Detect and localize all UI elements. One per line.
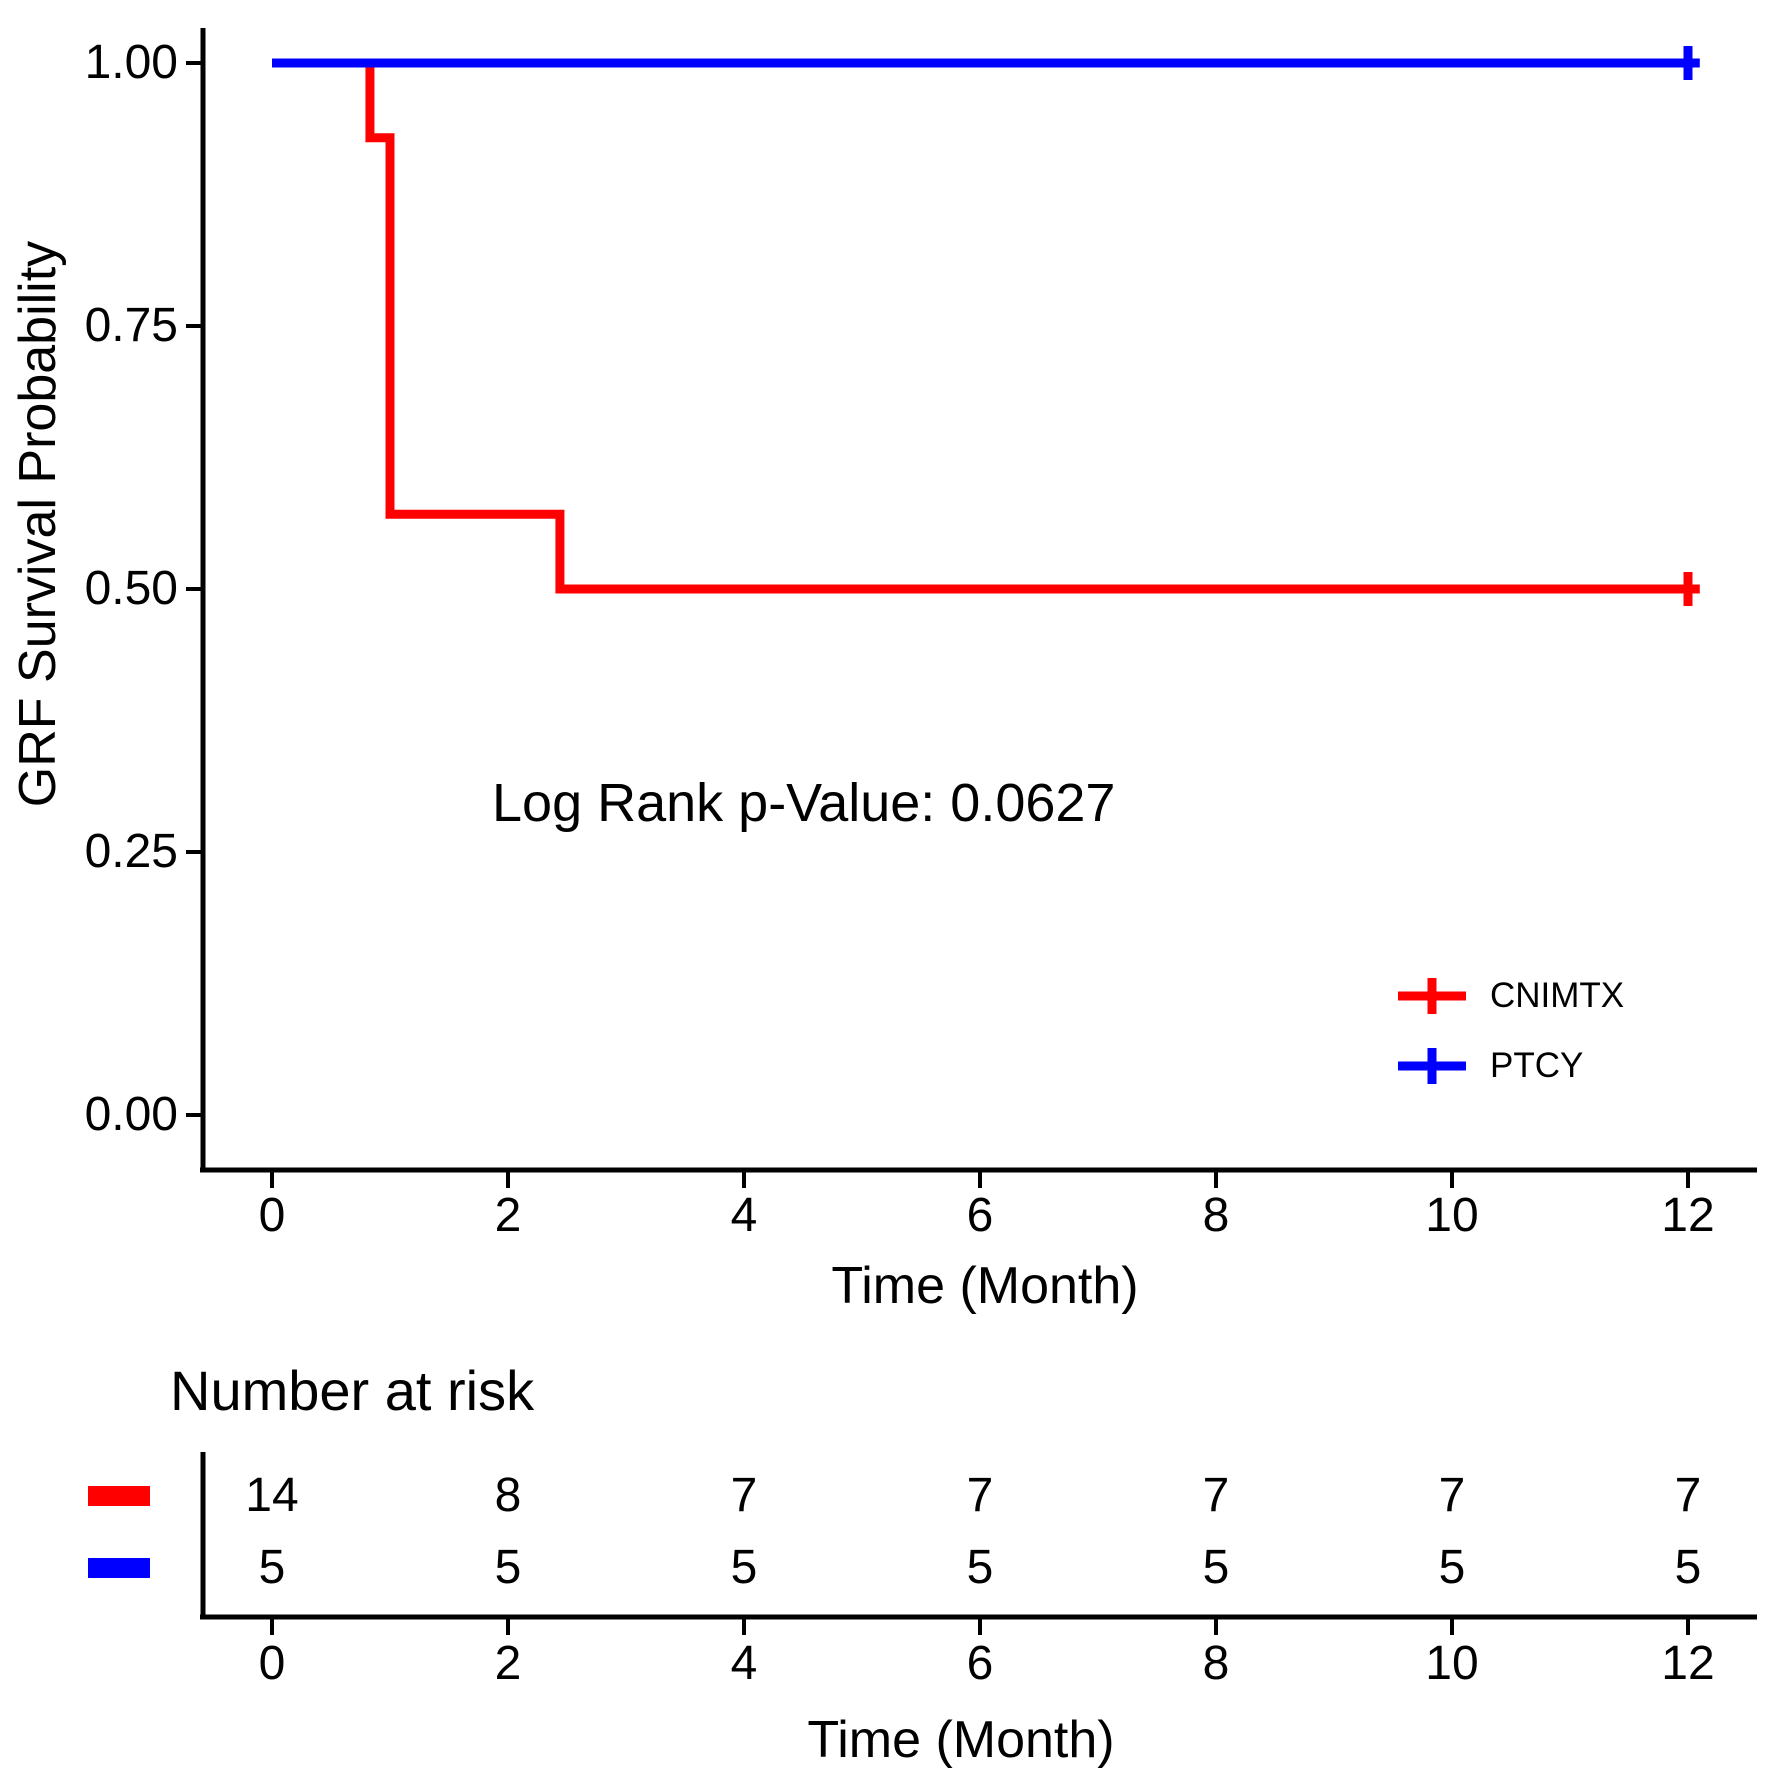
main-y-tick-label: 0.00: [84, 1088, 178, 1141]
risk-count-ptcy: 5: [1202, 1541, 1230, 1594]
main-x-tick-label: 8: [1202, 1189, 1230, 1242]
main-y-tick-label: 0.75: [84, 299, 178, 352]
main-y-tick-label: 0.25: [84, 825, 178, 878]
risk-row-key-cnimtx: [88, 1486, 150, 1506]
main-x-tick-label: 0: [258, 1189, 286, 1242]
risk-x-tick-label: 0: [258, 1637, 286, 1690]
risk-count-cnimtx: 7: [966, 1469, 994, 1522]
y-axis-title: GRF Survival Probability: [9, 240, 67, 808]
survival-curves: [272, 46, 1700, 606]
main-x-tick-label: 10: [1425, 1189, 1479, 1242]
survival-curve-cnimtx: [272, 58, 1700, 594]
risk-count-ptcy: 5: [494, 1541, 522, 1594]
legend-symbol-ptcy: [1398, 1048, 1466, 1084]
risk-row-key-ptcy: [88, 1558, 150, 1578]
legend-label-ptcy: PTCY: [1490, 1046, 1584, 1085]
risk-count-cnimtx: 14: [245, 1469, 299, 1522]
risk-count-ptcy: 5: [966, 1541, 994, 1594]
risk-count-cnimtx: 7: [730, 1469, 758, 1522]
risk-table-title: Number at risk: [170, 1359, 535, 1422]
main-x-tick-label: 12: [1661, 1189, 1715, 1242]
risk-count-cnimtx: 7: [1438, 1469, 1466, 1522]
risk-count-ptcy: 5: [1438, 1541, 1466, 1594]
risk-count-cnimtx: 8: [494, 1469, 522, 1522]
risk-count-ptcy: 5: [730, 1541, 758, 1594]
axis-tick-marks: [186, 61, 1690, 1635]
risk-x-tick-label: 2: [494, 1637, 522, 1690]
main-x-tick-label: 4: [730, 1189, 758, 1242]
risk-x-axis-title: Time (Month): [807, 1711, 1115, 1769]
risk-x-tick-label: 10: [1425, 1637, 1479, 1690]
risk-x-tick-label: 12: [1661, 1637, 1715, 1690]
log-rank-pvalue-annotation: Log Rank p-Value: 0.0627: [492, 773, 1116, 833]
main-y-tick-label: 0.50: [84, 562, 178, 615]
legend-label-cnimtx: CNIMTX: [1490, 976, 1625, 1015]
main-x-tick-label: 6: [966, 1189, 994, 1242]
risk-count-ptcy: 5: [1674, 1541, 1702, 1594]
risk-count-cnimtx: 7: [1202, 1469, 1230, 1522]
risk-count-ptcy: 5: [258, 1541, 286, 1594]
risk-x-tick-label: 6: [966, 1637, 994, 1690]
main-x-tick-label: 2: [494, 1189, 522, 1242]
risk-count-cnimtx: 7: [1674, 1469, 1702, 1522]
legend-symbol-cnimtx: [1398, 978, 1466, 1014]
main-y-tick-label: 1.00: [84, 36, 178, 89]
risk-x-tick-label: 8: [1202, 1637, 1230, 1690]
risk-x-tick-label: 4: [730, 1637, 758, 1690]
x-axis-title: Time (Month): [831, 1257, 1139, 1315]
